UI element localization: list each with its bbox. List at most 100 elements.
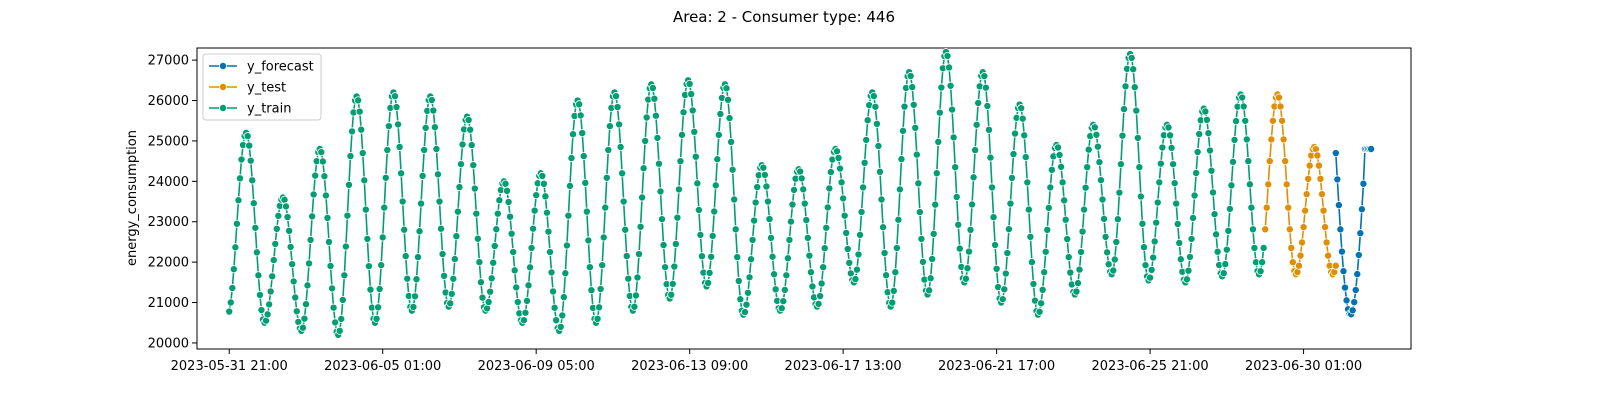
y_train-point	[906, 72, 915, 81]
y_train-point	[638, 193, 647, 202]
y-tick-label: 22000	[148, 256, 189, 271]
y_train-point	[676, 157, 685, 166]
y_train-point	[722, 84, 731, 93]
y_test-point	[1278, 116, 1287, 125]
y_train-point	[521, 308, 530, 317]
y_train-point	[908, 83, 917, 92]
y_train-point	[705, 268, 714, 277]
legend-entry-y_train[interactable]: y_train	[209, 102, 291, 117]
y_train-point	[786, 217, 795, 226]
y_train-point	[228, 284, 237, 293]
y_train-point	[852, 265, 861, 274]
y_train-point	[742, 300, 751, 309]
y_train-point	[948, 105, 957, 114]
y_train-point	[569, 130, 578, 139]
y_train-point	[1225, 204, 1234, 213]
y_train-point	[587, 286, 596, 295]
y-tick-label: 24000	[148, 175, 189, 190]
y_train-point	[1100, 214, 1109, 223]
y_train-point	[1245, 180, 1254, 189]
y_train-point	[453, 207, 462, 216]
y_forecast-point	[1359, 179, 1368, 188]
y_forecast-point	[1357, 205, 1366, 214]
y_test-point	[1324, 251, 1333, 260]
y_train-point	[575, 100, 584, 109]
y_test-point	[1298, 238, 1307, 247]
y_train-point	[743, 288, 752, 297]
y_train-point	[1004, 225, 1013, 234]
y_train-point	[694, 206, 703, 215]
y_train-point	[1147, 265, 1156, 274]
y_train-point	[1242, 135, 1251, 144]
y_test-point	[1314, 161, 1323, 170]
y_train-point	[713, 155, 722, 164]
y_train-point	[329, 303, 338, 312]
y_train-point	[398, 197, 407, 206]
y_train-point	[731, 225, 740, 234]
y_train-point	[670, 262, 679, 271]
y_train-point	[489, 258, 498, 267]
y_train-point	[659, 240, 668, 249]
y_train-point	[964, 247, 973, 256]
y_train-point	[309, 190, 318, 199]
y_train-point	[1153, 198, 1162, 207]
y_train-point	[565, 181, 574, 190]
y_forecast-point	[1339, 267, 1348, 276]
y_train-point	[524, 281, 533, 290]
y_train-point	[539, 179, 548, 188]
y_train-point	[1230, 135, 1239, 144]
y_train-point	[544, 227, 553, 236]
y_train-point	[615, 120, 624, 129]
y_train-point	[495, 196, 504, 205]
y_train-point	[992, 264, 1001, 273]
y_train-point	[1185, 252, 1194, 261]
y_train-point	[747, 255, 756, 264]
y_train-point	[1007, 173, 1016, 182]
y-axis-ticks: 20000 21000 22000 23000 24000 25000 26000 27000	[148, 54, 197, 351]
y_train-point	[691, 152, 700, 161]
y_train-point	[1190, 191, 1199, 200]
y_train-point	[925, 286, 934, 295]
legend-entry-y_forecast[interactable]: y_forecast	[209, 60, 314, 75]
y_train-point	[1040, 268, 1049, 277]
y_train-point	[323, 213, 332, 222]
y_forecast-point	[1337, 247, 1346, 256]
y_train-point	[243, 132, 252, 141]
y_train-point	[1166, 131, 1175, 140]
y_train-point	[492, 225, 501, 234]
y_train-point	[550, 303, 559, 312]
y_test-point	[1268, 116, 1277, 125]
y_train-point	[1127, 53, 1136, 62]
y_train-point	[318, 157, 327, 166]
y_train-point	[945, 63, 954, 72]
y_train-point	[328, 284, 337, 293]
y_train-point	[410, 292, 419, 301]
y_train-point	[918, 257, 927, 266]
y_test-point	[1317, 190, 1326, 199]
y_train-point	[661, 263, 670, 272]
y_train-point	[840, 211, 849, 220]
y_train-point	[542, 208, 551, 217]
y_train-point	[799, 185, 808, 194]
y_train-point	[898, 126, 907, 135]
y_train-point	[783, 254, 792, 263]
y_train-point	[780, 285, 789, 294]
y_train-point	[988, 183, 997, 192]
y_test-point	[1322, 238, 1331, 247]
y_train-point	[745, 273, 754, 282]
y_train-point	[235, 174, 244, 183]
y_train-point	[298, 323, 307, 332]
y_test-point	[1301, 206, 1310, 215]
y_train-point	[552, 316, 561, 325]
y_train-point	[446, 299, 455, 308]
y_train-point	[232, 219, 241, 228]
y_train-point	[341, 242, 350, 251]
y_train-point	[1035, 307, 1044, 316]
y_train-point	[984, 125, 993, 134]
y_train-point	[532, 191, 541, 200]
y_train-point	[1075, 265, 1084, 274]
legend[interactable]: y_forecast y_test y_train	[202, 53, 322, 121]
legend-entry-y_test[interactable]: y_test	[209, 81, 286, 96]
y_train-point	[981, 83, 990, 92]
y_train-point	[969, 173, 978, 182]
